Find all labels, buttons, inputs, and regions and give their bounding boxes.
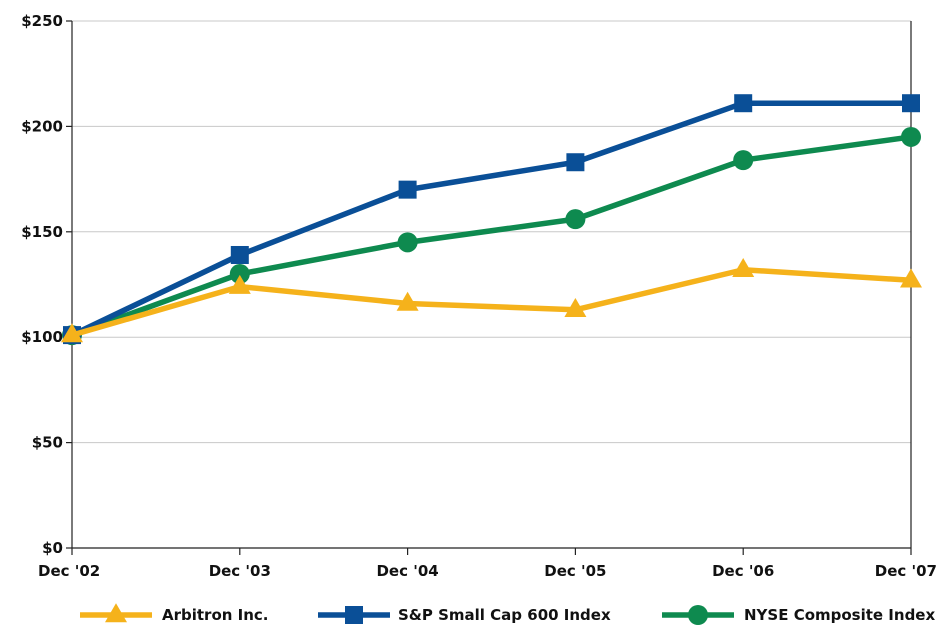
data-point-s-p-small-cap-600-index-5	[902, 94, 920, 113]
y-tick-labels: $0 $50 $100 $150 $200 $250	[21, 12, 63, 557]
x-tick-label: Dec '07	[875, 562, 937, 580]
series-line-nyse-composite-index	[69, 134, 914, 338]
legend-label: NYSE Composite Index	[744, 606, 935, 624]
data-point-s-p-small-cap-600-index-1	[230, 245, 249, 264]
legend-item-arbitron-inc: Arbitron Inc.	[80, 603, 269, 624]
data-point-s-p-small-cap-600-index-2	[398, 180, 417, 199]
data-point-nyse-composite-index-5	[901, 126, 921, 147]
series-nyse-composite-index	[62, 126, 921, 346]
x-tick-label: Dec '04	[376, 562, 438, 580]
data-point-nyse-composite-index-1	[229, 263, 250, 284]
data-point-s-p-small-cap-600-index-4	[734, 94, 753, 113]
legend-swatch-marker	[105, 603, 127, 623]
y-tick-label: $100	[21, 328, 63, 346]
x-tick-label: Dec '02	[38, 562, 100, 580]
data-point-arbitron-inc-4	[732, 257, 755, 277]
series-line-arbitron-inc	[69, 266, 914, 338]
x-tick-label: Dec '06	[712, 562, 774, 580]
legend-swatch-marker	[688, 605, 708, 625]
data-point-nyse-composite-index-4	[733, 150, 754, 171]
legend-swatch-marker	[345, 606, 363, 624]
data-point-nyse-composite-index-3	[565, 209, 586, 230]
data-point-arbitron-inc-1	[228, 274, 251, 294]
y-tick-label: $200	[21, 117, 63, 135]
series-s-p-small-cap-600-index	[63, 94, 920, 345]
x-tick-label: Dec '05	[544, 562, 606, 580]
x-tick-label: Dec '03	[209, 562, 271, 580]
data-point-s-p-small-cap-600-index-3	[566, 153, 585, 172]
data-point-arbitron-inc-2	[396, 291, 419, 311]
legend-item-s-p-small-cap-600-index: S&P Small Cap 600 Index	[318, 606, 611, 624]
x-tick-labels: Dec '02 Dec '03 Dec '04 Dec '05 Dec '06 Dec '…	[38, 562, 937, 580]
data-point-nyse-composite-index-2	[397, 232, 418, 253]
data-point-arbitron-inc-3	[564, 298, 587, 318]
series-arbitron-inc	[61, 257, 922, 343]
series-line-s-p-small-cap-600-index	[69, 100, 914, 338]
y-tick-label: $0	[42, 539, 63, 557]
legend-item-nyse-composite-index: NYSE Composite Index	[662, 605, 935, 625]
series	[61, 94, 922, 346]
y-tick-label: $150	[21, 223, 63, 241]
y-tick-label: $50	[32, 434, 63, 452]
legend-label: S&P Small Cap 600 Index	[398, 606, 611, 624]
legend: Arbitron Inc. S&P Small Cap 600 Index NYSE…	[80, 603, 935, 625]
y-tick-label: $250	[21, 12, 63, 30]
data-point-arbitron-inc-0	[61, 323, 83, 343]
data-point-arbitron-inc-5	[900, 268, 922, 288]
legend-label: Arbitron Inc.	[162, 606, 269, 624]
